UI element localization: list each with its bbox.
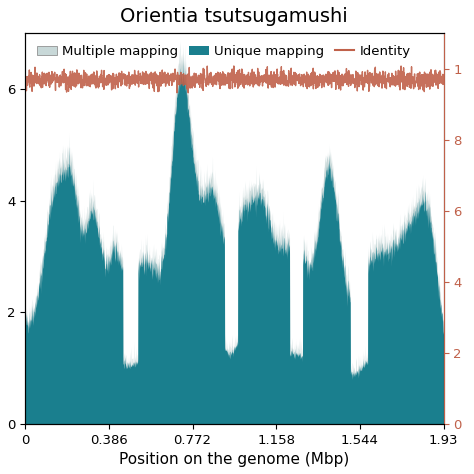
Title: Orientia tsutsugamushi: Orientia tsutsugamushi bbox=[120, 7, 348, 26]
Legend: Multiple mapping, Unique mapping, Identity: Multiple mapping, Unique mapping, Identi… bbox=[32, 40, 416, 63]
X-axis label: Position on the genome (Mbp): Position on the genome (Mbp) bbox=[119, 452, 349, 467]
